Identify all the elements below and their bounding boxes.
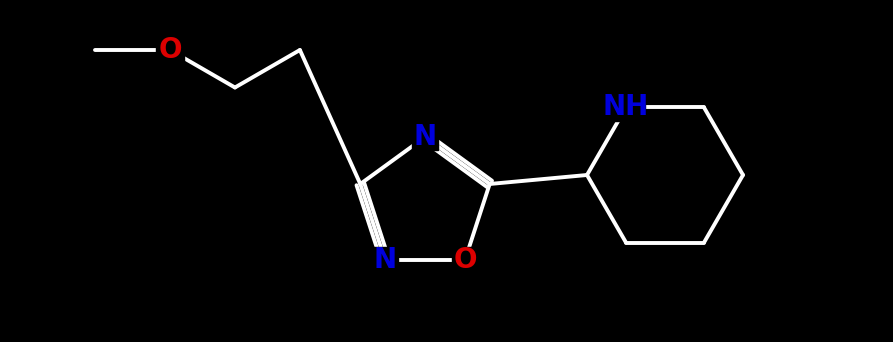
Text: NH: NH: [603, 93, 649, 121]
Bar: [607, 93, 645, 121]
Text: N: N: [413, 123, 437, 151]
Text: O: O: [158, 36, 182, 64]
Bar: [452, 247, 478, 273]
Text: O: O: [454, 246, 477, 274]
Bar: [156, 36, 184, 64]
Text: N: N: [373, 246, 396, 274]
Bar: [412, 124, 438, 150]
Bar: [372, 247, 398, 273]
